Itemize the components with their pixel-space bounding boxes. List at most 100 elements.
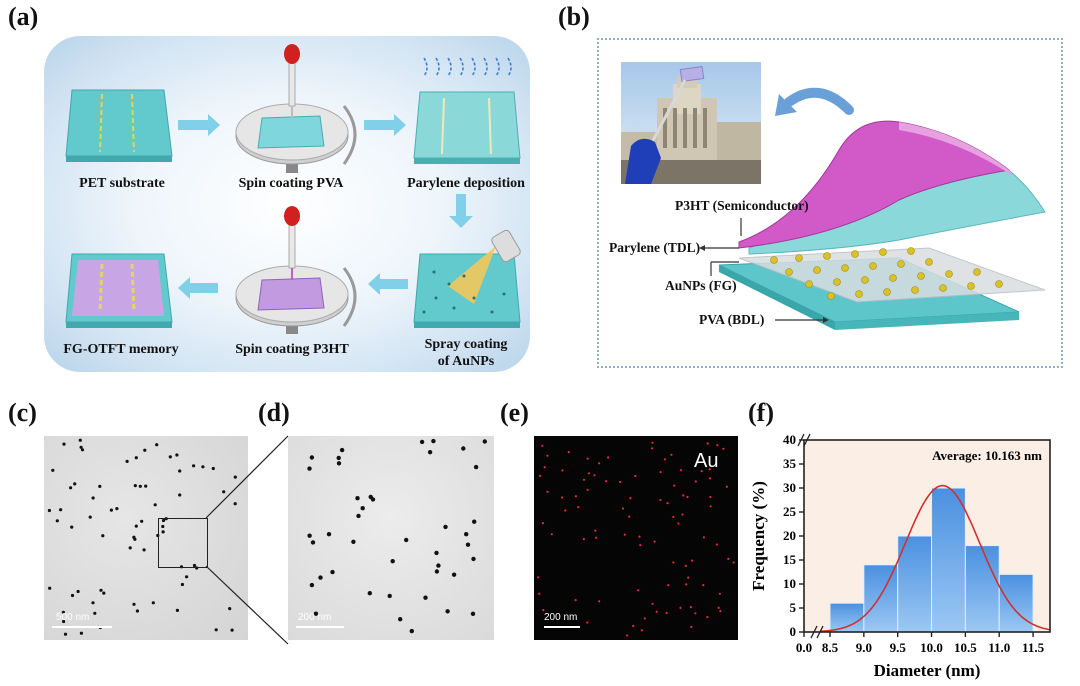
nanoparticle-dot bbox=[161, 530, 165, 534]
device-layers-diagram bbox=[699, 87, 1046, 330]
axis-break-mark bbox=[816, 625, 824, 639]
nanoparticle-dot bbox=[587, 472, 590, 475]
nanoparticle-dot bbox=[542, 609, 545, 612]
nanoparticle-dot bbox=[431, 438, 436, 444]
x-tick-label: 8.5 bbox=[822, 640, 839, 655]
nanoparticle-dot bbox=[722, 447, 725, 450]
nanoparticle-dot bbox=[586, 621, 589, 624]
nanoparticle-dot bbox=[702, 536, 705, 539]
nanoparticle-dot bbox=[390, 559, 395, 564]
nanoparticle-dot bbox=[367, 591, 372, 596]
nanoparticle-dot bbox=[623, 533, 626, 536]
nanoparticle-dot bbox=[69, 486, 73, 490]
nanoparticle-dot bbox=[621, 507, 625, 510]
nanoparticle-dot bbox=[546, 490, 549, 493]
nanoparticle-dot bbox=[451, 572, 457, 577]
nanoparticle-dot bbox=[125, 459, 129, 463]
nanoparticle-dot bbox=[639, 544, 642, 547]
nanoparticle-dot bbox=[443, 524, 448, 530]
histogram-bar bbox=[998, 573, 1034, 633]
nanoparticle-dot bbox=[70, 525, 74, 529]
nanoparticle-dot bbox=[538, 592, 541, 595]
nanoparticle-dot bbox=[546, 454, 549, 457]
panel-label-a: (a) bbox=[8, 2, 39, 31]
nanoparticle-dot bbox=[561, 496, 564, 499]
nanoparticle-dot bbox=[134, 456, 138, 460]
y-tick-label: 10 bbox=[783, 576, 796, 591]
nanoparticle-dot bbox=[73, 482, 77, 486]
label-p3ht: P3HT (Semiconductor) bbox=[675, 198, 809, 213]
step-parylene-deposition: Parylene deposition bbox=[407, 176, 525, 191]
nanoparticle-dot bbox=[541, 522, 544, 525]
nanoparticle-dot bbox=[133, 484, 137, 488]
nanoparticle-dot bbox=[336, 455, 341, 461]
nanoparticle-dot bbox=[684, 564, 687, 567]
panel-label-c: (c) bbox=[8, 398, 37, 427]
nanoparticle-dot bbox=[132, 535, 136, 539]
nanoparticle-dot bbox=[88, 515, 92, 519]
x-tick-label: 10.5 bbox=[954, 640, 977, 655]
element-label: Au bbox=[694, 450, 719, 472]
nanoparticle-dot bbox=[155, 443, 159, 447]
nanoparticle-dot bbox=[404, 537, 409, 543]
x-tick-label: 0.0 bbox=[796, 640, 812, 655]
nanoparticle-dot bbox=[51, 468, 55, 472]
nanoparticle-dot bbox=[62, 619, 66, 624]
nanoparticle-dot bbox=[423, 595, 428, 600]
x-tick-label: 10.0 bbox=[920, 640, 943, 655]
tem-image-d: 200 nm bbox=[288, 436, 494, 640]
nanoparticle-dot bbox=[686, 495, 689, 499]
step-pet-substrate: PET substrate bbox=[79, 176, 165, 191]
nanoparticle-dot bbox=[666, 502, 669, 505]
nanoparticle-dot bbox=[634, 474, 637, 478]
y-tick-label: 25 bbox=[783, 504, 797, 519]
nanoparticle-dot bbox=[91, 496, 95, 500]
nanoparticle-dot bbox=[419, 439, 425, 445]
nanoparticle-dot bbox=[233, 502, 237, 506]
nanoparticle-dot bbox=[577, 506, 580, 509]
axis-break-mark bbox=[810, 625, 818, 639]
nanoparticle-dot bbox=[702, 584, 705, 587]
pet-substrate-illustration bbox=[65, 89, 173, 162]
nanoparticle-dot bbox=[679, 469, 682, 472]
diameter-histogram-chart: 0.0 8.5 9.0 9.5 10.0 10.5 11.0 11.5 0 5 10 15 20 25 3… bbox=[749, 432, 1051, 680]
nanoparticle-dot bbox=[670, 453, 673, 456]
nanoparticle-dot bbox=[128, 546, 132, 550]
x-tick-label: 11.5 bbox=[1022, 640, 1045, 655]
step-fg-otft-memory: FG-OTFT memory bbox=[63, 342, 179, 357]
step-spin-coating-p3ht: Spin coating P3HT bbox=[235, 342, 349, 357]
nanoparticle-dot bbox=[211, 466, 215, 471]
nanoparticle-dot bbox=[214, 628, 218, 632]
nanoparticle-dot bbox=[109, 508, 113, 512]
nanoparticle-dot bbox=[318, 575, 323, 580]
average-annotation: Average: 10.163 nm bbox=[932, 448, 1042, 463]
nanoparticle-dot bbox=[626, 634, 629, 637]
nanoparticle-dot bbox=[650, 447, 654, 450]
nanoparticle-dot bbox=[222, 490, 226, 494]
nanoparticle-dot bbox=[62, 442, 66, 446]
nanoparticle-dot bbox=[192, 563, 197, 568]
nanoparticle-dot bbox=[70, 593, 75, 598]
nanoparticle-dot bbox=[180, 582, 184, 587]
nanoparticle-dot bbox=[700, 470, 703, 473]
nanoparticle-dot bbox=[143, 448, 147, 452]
nanoparticle-dot bbox=[79, 445, 83, 449]
nanoparticle-dot bbox=[175, 453, 179, 457]
nanoparticle-dot bbox=[91, 601, 95, 605]
nanoparticle-dot bbox=[61, 610, 65, 614]
axis-break-mark bbox=[803, 433, 811, 447]
nanoparticle-dot bbox=[360, 506, 365, 511]
nanoparticle-dot bbox=[604, 480, 608, 483]
nanoparticle-dot bbox=[640, 629, 643, 632]
nanoparticle-dot bbox=[607, 456, 610, 459]
peel-arrow bbox=[784, 87, 854, 115]
nanoparticle-dot bbox=[708, 477, 712, 480]
nanoparticle-dot bbox=[79, 631, 83, 635]
nanoparticle-dot bbox=[538, 474, 542, 477]
nanoparticle-dot bbox=[461, 446, 466, 451]
nanoparticle-dot bbox=[228, 607, 232, 611]
nanoparticle-dot bbox=[690, 625, 693, 628]
nanoparticle-dot bbox=[472, 519, 477, 524]
nanoparticle-dot bbox=[655, 610, 658, 613]
nanoparticle-dot bbox=[543, 466, 546, 469]
